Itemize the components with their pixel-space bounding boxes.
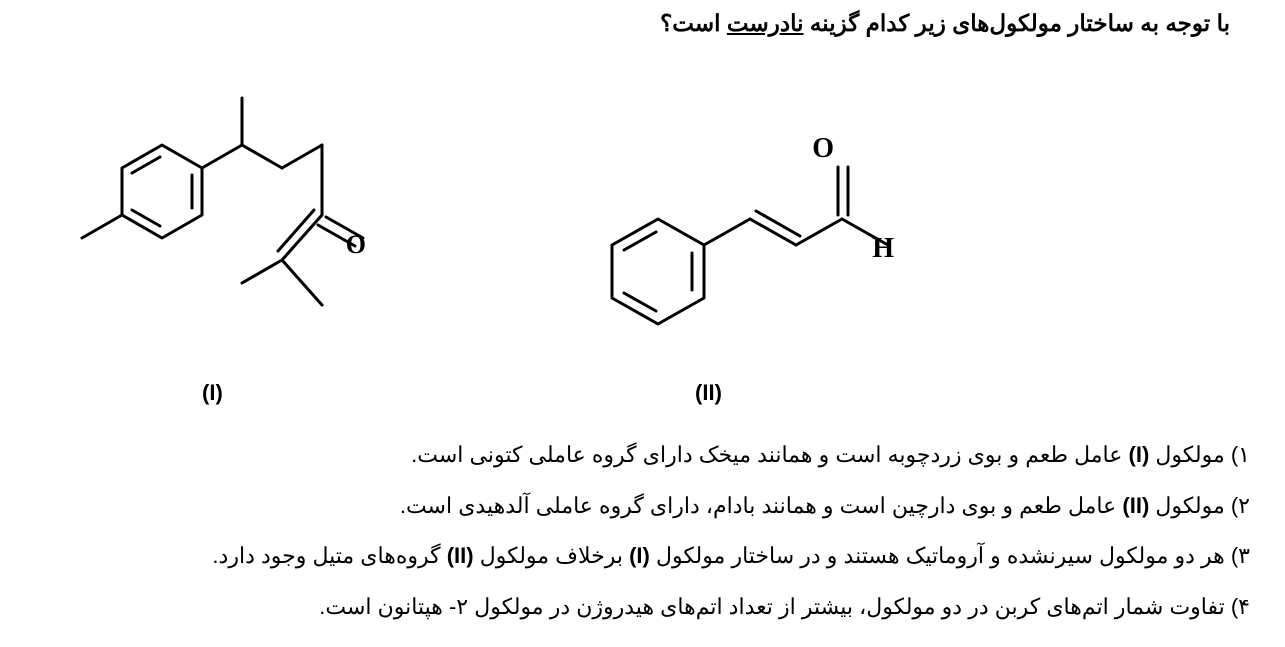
caption-II: (II) (695, 380, 722, 406)
option-3: ۳) هر دو مولکول سیرنشده و آروماتیک هستند… (35, 531, 1250, 582)
oxygen-label-I: O (346, 230, 366, 259)
caption-I: (I) (202, 380, 223, 406)
option-2: ۲) مولکول (II) عامل طعم و بوی دارچین است… (35, 481, 1250, 532)
oxygen-label-II: O (812, 133, 834, 164)
options-block: ۱) مولکول (I) عامل طعم و بوی زردچوبه است… (35, 430, 1250, 632)
figures-row: O O H (0, 55, 1285, 375)
structure-II-svg: O H (540, 75, 960, 335)
hydrogen-label-II: H (872, 233, 894, 264)
page-root: { "question_html": "با توجه به ساختار مو… (0, 0, 1285, 647)
structure-II: O H (540, 75, 960, 305)
structure-I: O (60, 55, 415, 360)
option-4: ۴) تفاوت شمار اتم‌های کربن در دو مولکول،… (35, 582, 1250, 633)
option-1: ۱) مولکول (I) عامل طعم و بوی زردچوبه است… (35, 430, 1250, 481)
structure-I-svg: O (60, 55, 415, 360)
question-text: با توجه به ساختار مولکول‌های زیر کدام گز… (55, 10, 1230, 37)
